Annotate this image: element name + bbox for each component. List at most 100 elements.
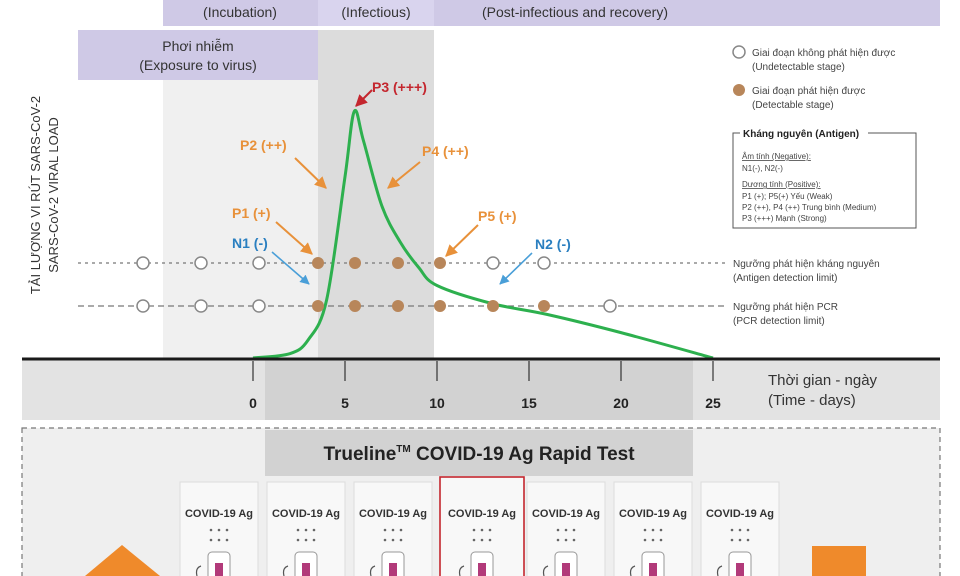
test-card-dot [730,528,734,532]
pcr-threshold-label-en: (PCR detection limit) [733,316,825,327]
n2-arrow [499,252,533,285]
legend-undetectable-en: (Undetectable stage) [752,62,845,73]
test-card-dot [738,538,742,542]
legend-undetectable-vi: Giai đoạn không phát hiện được [752,48,895,59]
legend-detectable-icon [733,84,745,96]
test-card-result-line [389,563,397,576]
test-card-dot [659,528,663,532]
test-card-result-line [736,563,744,576]
test-title-prefix: Trueline [323,444,396,465]
detectable-dot [487,300,499,312]
test-card: COVID-19 Ag [353,481,433,576]
test-card-dot [209,538,213,542]
test-card-dot [651,538,655,542]
test-title-band [265,430,693,476]
test-card-label: COVID-19 Ag [448,508,516,520]
test-card-sample-mark [195,565,202,576]
exposure-box [78,30,318,80]
test-card-sample-mark [458,565,465,576]
test-card-dot [383,528,387,532]
test-card-dot [312,538,316,542]
undetectable-dot [194,256,208,270]
test-card-dot [738,528,742,532]
p4-arrow [387,161,421,189]
p2-arrow [294,157,327,189]
orange-square-shape [812,546,866,576]
test-card-dot [643,538,647,542]
detectable-dot [434,257,446,269]
p4-label: P4 (++) [422,143,469,159]
test-card-dot [304,528,308,532]
antigen-negative-head: Âm tính (Negative): [742,152,811,161]
x-tick-label: 15 [521,395,537,411]
test-card-dot [564,528,568,532]
test-card-dot [399,528,403,532]
test-card-dot [383,538,387,542]
exposure-label-vi: Phơi nhiễm [162,38,233,54]
orange-arrow-shape [85,545,160,576]
phase-bar-post [434,0,940,26]
antigen-legend-title-bg [740,127,868,139]
undetectable-dot [603,299,617,313]
test-cards: COVID-19 Ag COVID-19 Ag COVID-19 Ag COVID-1… [179,476,780,576]
antigen-threshold-label-en: (Antigen detection limit) [733,273,838,284]
test-card: COVID-19 Ag [613,481,693,576]
antigen-legend-title: Kháng nguyên (Antigen) [743,129,859,140]
undetectable-dot [252,256,266,270]
test-title-tm: TM [396,444,410,455]
test-card-sample-mark [629,565,636,576]
test-card-dot [225,528,229,532]
test-card-dot [225,538,229,542]
test-card-dot [304,538,308,542]
test-card: COVID-19 Ag [179,481,259,576]
test-card-result-line [562,563,570,576]
column-gray-infectious [318,30,434,358]
test-card: COVID-19 Ag [439,476,525,576]
test-card-result-line [649,563,657,576]
test-card-label: COVID-19 Ag [619,508,687,520]
undetectable-dot [194,299,208,313]
detectable-dot [434,300,446,312]
n2-label: N2 (-) [535,236,571,252]
x-axis-band-dark [265,360,693,420]
antigen-positive-line3: P3 (+++) Mạnh (Strong) [742,214,827,223]
test-card-sample-mark [282,565,289,576]
antigen-positive-head: Dương tính (Positive): [742,180,821,189]
x-tick-label: 20 [613,395,629,411]
x-axis-ticks: 0 5 10 15 20 25 [249,361,721,411]
detectable-dot [349,300,361,312]
test-card-dot [312,528,316,532]
test-card-dot [556,528,560,532]
test-card-dot [643,528,647,532]
x-tick-label: 25 [705,395,721,411]
test-card-dot [746,538,750,542]
test-card-sample-mark [716,565,723,576]
test-card-dot [746,528,750,532]
p2-label: P2 (++) [240,137,287,153]
test-card-dot [296,538,300,542]
p3-label: P3 (+++) [372,79,427,95]
undetectable-dot [252,299,266,313]
test-card-dot [399,538,403,542]
antigen-negative-items: N1(-), N2(-) [742,164,783,173]
n1-label: N1 (-) [232,235,268,251]
test-card-dot [296,528,300,532]
detectable-dot [392,257,404,269]
test-card-dot [659,538,663,542]
detectable-dot [392,300,404,312]
p3-arrow [355,89,373,107]
pcr-threshold-label-vi: Ngưỡng phát hiện PCR [733,302,838,313]
test-card-label: COVID-19 Ag [532,508,600,520]
test-card-result-line [302,563,310,576]
p1-arrow [275,221,313,255]
test-card: COVID-19 Ag [700,481,780,576]
y-axis-label-vi: TẢI LƯỢNG VI RÚT SARS-CoV-2 [28,96,43,294]
test-card-dot [488,528,492,532]
test-card: COVID-19 Ag [526,481,606,576]
n1-arrow [271,251,310,285]
test-card-result-line [478,563,486,576]
test-card-dot [391,538,395,542]
exposure-label-en: (Exposure to virus) [139,57,256,73]
test-card-dot [730,538,734,542]
